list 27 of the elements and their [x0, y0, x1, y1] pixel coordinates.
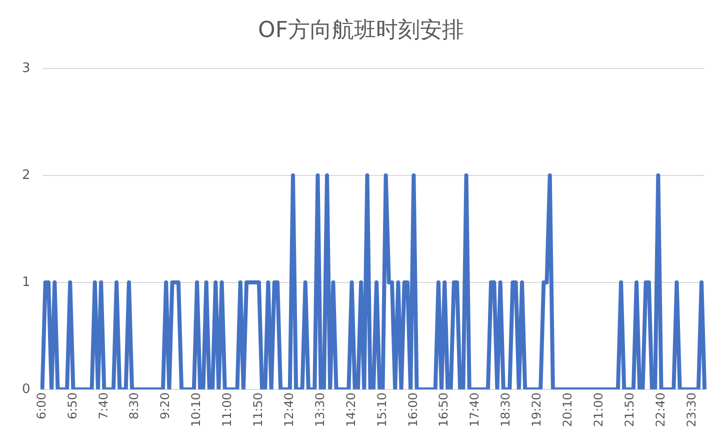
x-tick-label: 15:10 — [374, 392, 389, 428]
y-tick-label: 2 — [22, 168, 30, 183]
x-tick-label: 17:40 — [468, 392, 482, 428]
x-tick-label: 6:00 — [34, 392, 48, 420]
x-tick-label: 12:40 — [282, 392, 296, 428]
x-tick-label: 9:20 — [158, 392, 172, 420]
x-tick-label: 8:30 — [127, 392, 142, 420]
x-tick-label: 21:00 — [591, 392, 606, 428]
x-tick-label: 14:20 — [344, 392, 358, 428]
y-tick-label: 1 — [22, 274, 30, 290]
x-tick-label: 10:10 — [189, 392, 204, 428]
x-tick-label: 6:50 — [65, 392, 80, 420]
y-tick-label: 3 — [22, 60, 30, 76]
x-tick-label: 11:00 — [220, 392, 234, 428]
x-tick-label: 23:30 — [684, 392, 698, 428]
x-tick-label: 19:20 — [530, 392, 544, 428]
x-tick-label: 7:40 — [96, 392, 110, 420]
x-tick-label: 21:50 — [622, 392, 636, 428]
x-tick-label: 22:40 — [653, 392, 668, 428]
x-tick-label: 20:10 — [560, 392, 575, 428]
x-tick-label: 16:50 — [436, 392, 451, 428]
x-tick-label: 18:30 — [498, 392, 513, 428]
y-tick-label: 0 — [22, 382, 30, 397]
x-tick-label: 13:30 — [312, 392, 327, 428]
x-tick-label: 16:00 — [406, 392, 420, 428]
chart-title: OF方向航班时刻安排 — [258, 18, 464, 43]
x-tick-label: 11:50 — [251, 392, 266, 428]
